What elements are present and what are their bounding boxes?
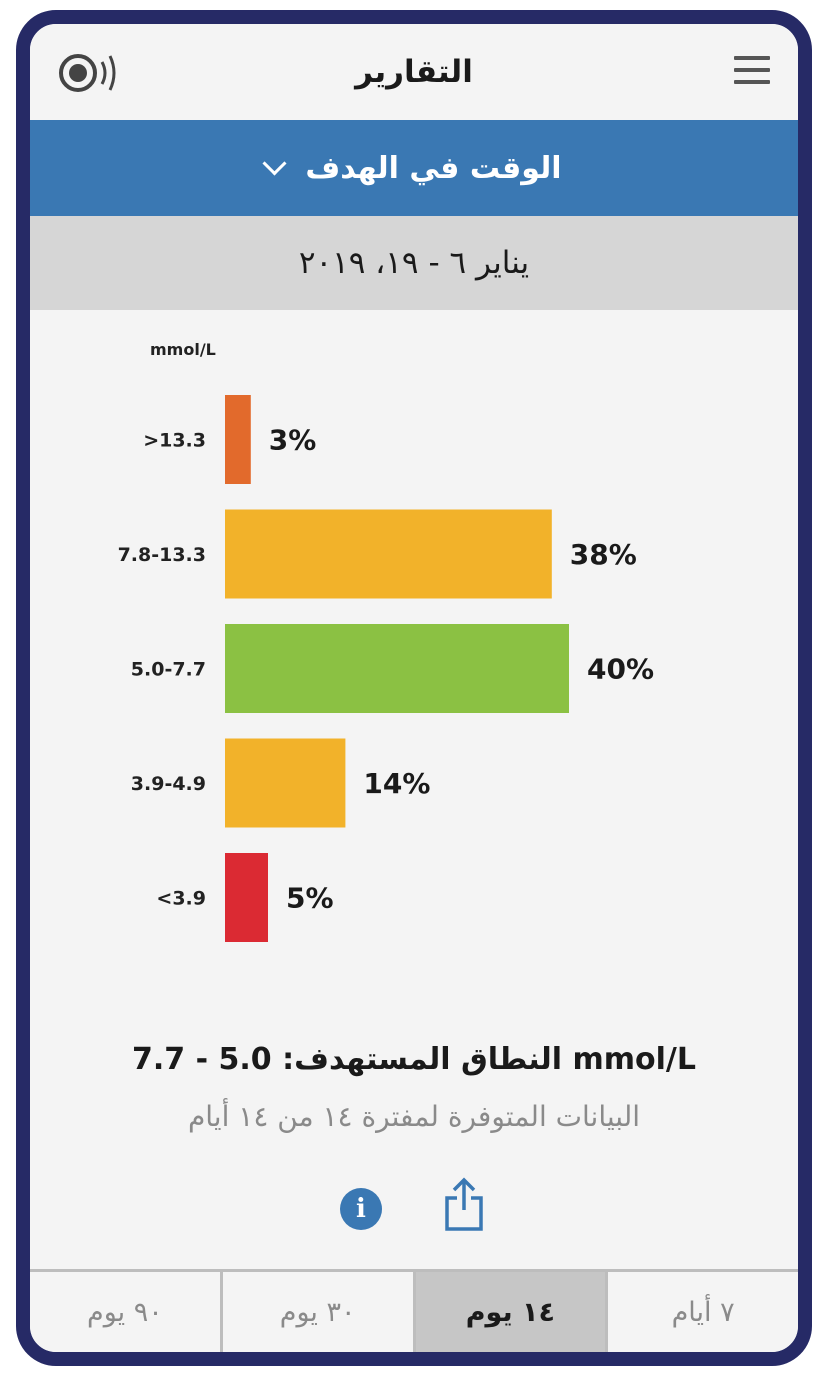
- data-availability: البيانات المتوفرة لمفترة ١٤ من ١٤ أيام: [187, 1100, 641, 1133]
- menu-icon[interactable]: [734, 56, 770, 88]
- tab-7-days[interactable]: ٧ أيام: [671, 1296, 735, 1328]
- share-icon[interactable]: [444, 1176, 484, 1232]
- bar: [225, 853, 268, 942]
- period-tabs: ٩٠ يوم ٣٠ يوم ١٤ يوم ٧ أيام: [30, 1269, 798, 1352]
- report-type-dropdown[interactable]: الوقت في الهدف: [30, 120, 798, 216]
- tab-90-days[interactable]: ٩٠ يوم: [30, 1272, 223, 1352]
- sensor-icon[interactable]: [58, 50, 122, 96]
- tab-14-days[interactable]: ١٤ يوم: [415, 1272, 609, 1352]
- app-frame: التقارير الوقت في الهدف يناير ٦ - ١٩، ٢٠…: [16, 10, 812, 1366]
- bar: [225, 624, 569, 713]
- bar: [225, 395, 251, 484]
- tab-30-days[interactable]: ٣٠ يوم: [223, 1272, 416, 1352]
- bar-value-label: 14%: [363, 767, 430, 800]
- category-label: >13.3: [143, 430, 206, 452]
- chevron-down-icon: [262, 150, 287, 176]
- bar-value-label: 5%: [286, 882, 334, 915]
- page-title: التقارير: [355, 54, 473, 90]
- category-label: <3.9: [156, 888, 206, 910]
- top-bar: التقارير: [30, 24, 798, 120]
- time-in-range-chart: >13.3 3% 7.8-13.3 38% 5.0-7.7 40% 3.9-4.9 14% <3…: [118, 395, 654, 942]
- target-range: النطاق المستهدف: 5.0 - 7.7 mmol/L: [132, 1042, 696, 1077]
- action-icons: i: [30, 1177, 798, 1232]
- bar: [225, 509, 552, 599]
- bar-value-label: 3%: [269, 424, 317, 457]
- date-range: يناير ٦ - ١٩، ٢٠١٩: [30, 216, 798, 310]
- category-label: 3.9-4.9: [131, 773, 206, 795]
- bar: [225, 738, 346, 828]
- report-type-label: الوقت في الهدف: [305, 150, 562, 186]
- bar-value-label: 40%: [587, 653, 654, 686]
- chart-unit-label: mmol/L: [150, 340, 216, 359]
- info-icon[interactable]: i: [340, 1188, 382, 1230]
- bar-value-label: 38%: [570, 538, 637, 571]
- category-label: 5.0-7.7: [131, 659, 206, 681]
- category-label: 7.8-13.3: [118, 544, 206, 566]
